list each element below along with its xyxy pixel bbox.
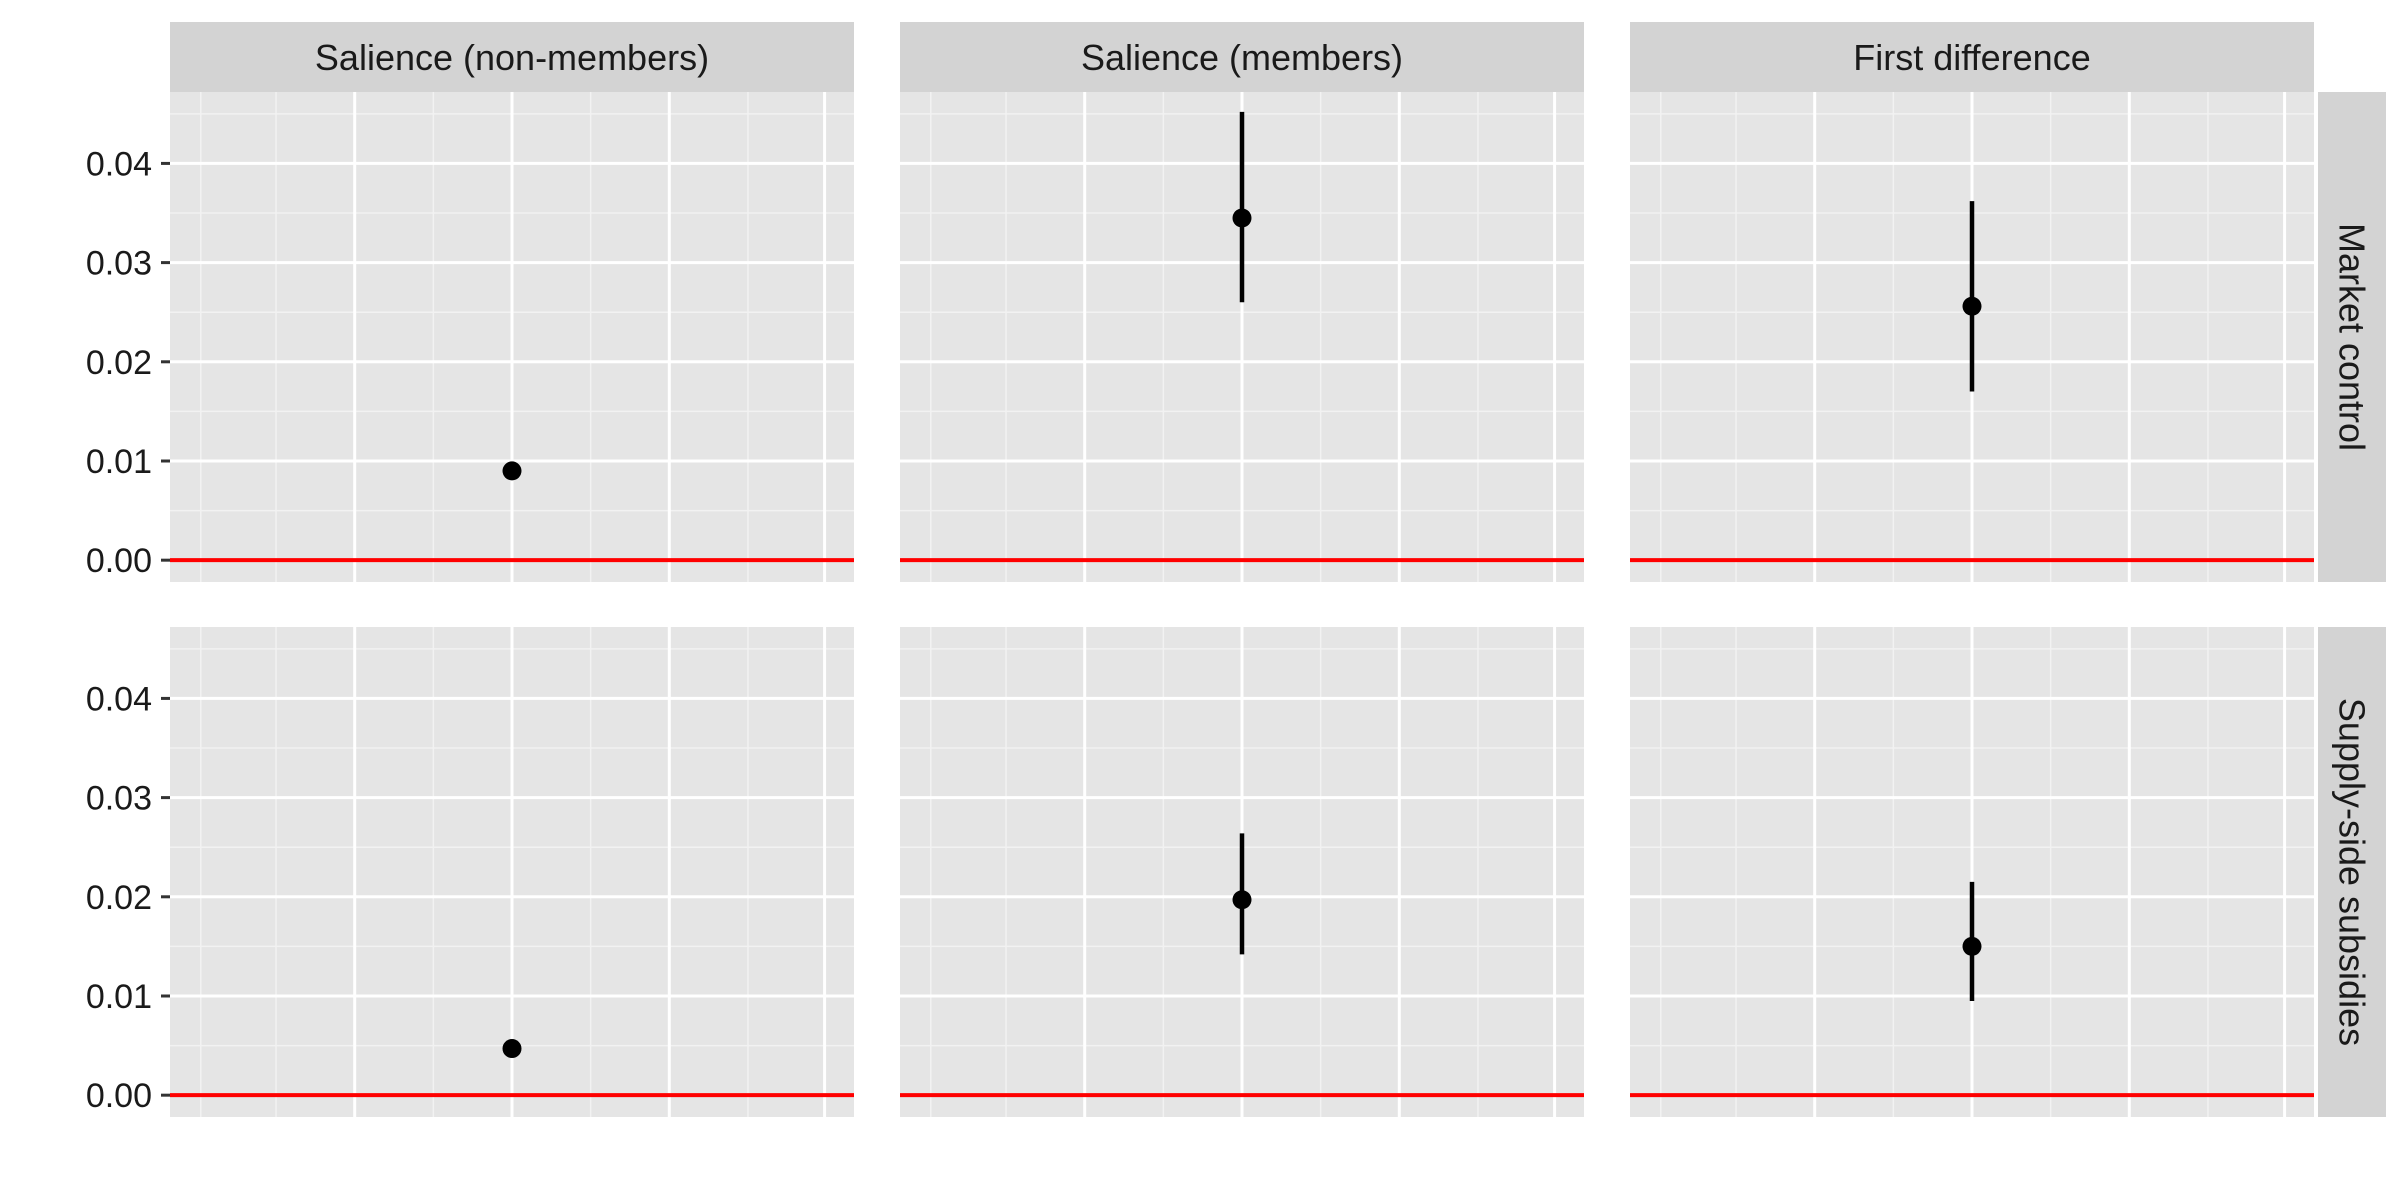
column-strip-label: First difference: [1853, 37, 2090, 78]
y-tick-label: 0.03: [86, 245, 152, 283]
row-strip-label: Supply-side subsidies: [2332, 698, 2373, 1046]
y-tick-label: 0.01: [86, 443, 152, 481]
y-tick-label: 0.03: [86, 780, 152, 818]
y-tick-label: 0.00: [86, 1077, 152, 1115]
estimate-point: [1962, 936, 1982, 956]
column-strip: [900, 22, 1584, 92]
row-strip: [2318, 92, 2386, 582]
row-strip: [2318, 627, 2386, 1117]
estimate-point: [1232, 890, 1252, 910]
estimate-point: [502, 1039, 522, 1059]
column-strip-label: Salience (non-members): [315, 37, 709, 78]
y-tick-label: 0.02: [86, 879, 152, 917]
column-strip-label: Salience (members): [1081, 37, 1403, 78]
y-tick-label: 0.04: [86, 145, 152, 183]
y-tick-label: 0.01: [86, 978, 152, 1016]
estimate-point: [502, 461, 522, 481]
y-tick-label: 0.02: [86, 344, 152, 382]
estimate-point: [1232, 208, 1252, 228]
estimate-point: [1962, 296, 1982, 316]
column-strip: [1630, 22, 2314, 92]
y-tick-label: 0.04: [86, 680, 152, 718]
y-tick-label: 0.00: [86, 542, 152, 580]
row-strip-label: Market control: [2332, 223, 2373, 451]
column-strip: [170, 22, 854, 92]
